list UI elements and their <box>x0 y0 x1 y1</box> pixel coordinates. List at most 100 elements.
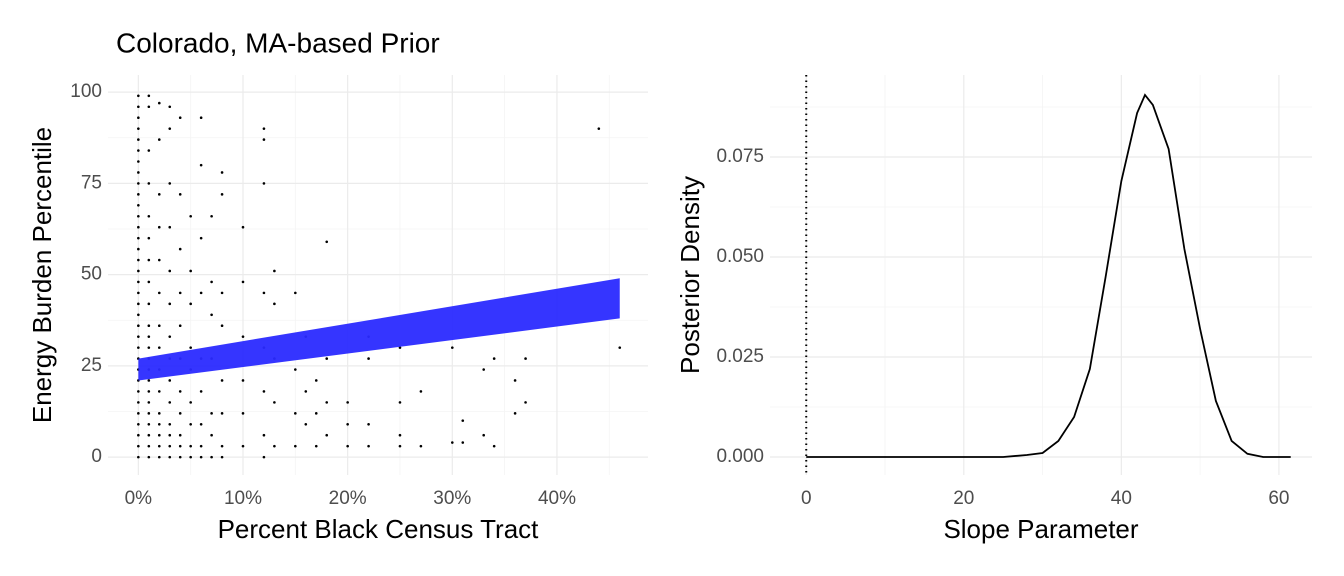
point <box>314 379 318 382</box>
point <box>137 302 140 306</box>
point <box>137 203 140 207</box>
point <box>168 444 172 448</box>
point <box>262 127 266 130</box>
point <box>262 291 266 295</box>
point <box>147 149 151 152</box>
point <box>419 390 423 393</box>
point <box>157 291 161 295</box>
point <box>137 444 140 448</box>
point <box>137 171 140 174</box>
point <box>220 193 224 196</box>
point <box>147 346 151 349</box>
point <box>482 433 485 437</box>
point <box>262 390 266 393</box>
point <box>147 379 151 382</box>
point <box>137 412 140 415</box>
point <box>168 379 172 382</box>
point <box>168 105 172 109</box>
point <box>210 280 213 284</box>
point <box>294 412 297 415</box>
point <box>178 193 182 196</box>
point <box>220 412 224 415</box>
point <box>178 455 182 459</box>
point <box>147 214 151 218</box>
point <box>314 444 318 448</box>
point <box>137 335 140 338</box>
x-tick-label: 10% <box>224 488 262 509</box>
point <box>157 422 161 426</box>
point <box>137 94 140 98</box>
point <box>137 116 140 120</box>
point <box>220 171 224 174</box>
point <box>492 357 496 360</box>
point <box>168 433 172 437</box>
point <box>524 401 527 404</box>
point <box>273 444 276 448</box>
point <box>147 280 151 284</box>
point <box>325 433 329 437</box>
point <box>304 422 308 426</box>
point <box>157 324 161 328</box>
point <box>168 127 172 130</box>
point <box>137 127 140 130</box>
point <box>294 368 297 371</box>
point <box>220 324 224 328</box>
point <box>482 368 485 371</box>
y-tick-label: 50 <box>81 264 102 285</box>
x-tick-label: 0% <box>125 488 153 509</box>
point <box>199 116 203 120</box>
point <box>262 433 266 437</box>
point <box>147 390 151 393</box>
y-tick-label: 100 <box>70 81 102 102</box>
point <box>199 455 203 459</box>
point <box>398 401 402 404</box>
point <box>398 346 402 349</box>
point <box>461 441 465 444</box>
point <box>189 422 192 426</box>
point <box>157 193 161 196</box>
point <box>168 455 172 459</box>
point <box>199 422 203 426</box>
point <box>220 379 224 382</box>
point <box>273 401 276 404</box>
point <box>137 247 140 251</box>
point <box>137 193 140 196</box>
point <box>451 346 454 349</box>
point <box>157 225 161 229</box>
y-axis-title: Energy Burden Percentile <box>27 127 57 423</box>
point <box>137 105 140 109</box>
point <box>262 182 266 185</box>
point <box>147 412 151 415</box>
x-tick-label: 60 <box>1268 488 1289 509</box>
point <box>157 258 161 262</box>
point <box>137 422 140 426</box>
y-tick-label: 0.075 <box>716 146 764 167</box>
point <box>137 346 140 349</box>
point <box>178 116 182 120</box>
point <box>157 346 161 349</box>
point <box>157 433 161 437</box>
point <box>199 444 203 448</box>
point <box>147 258 151 262</box>
point <box>147 401 151 404</box>
point <box>461 419 465 422</box>
y-tick-label: 0.025 <box>716 346 764 367</box>
point <box>178 412 182 415</box>
point <box>294 291 297 295</box>
y-tick-label: 0.050 <box>716 246 764 267</box>
point <box>304 390 308 393</box>
chart-title: Colorado, MA-based Prior <box>116 27 440 58</box>
point <box>147 444 151 448</box>
x-tick-label: 40% <box>538 488 576 509</box>
point <box>137 160 140 163</box>
point <box>451 441 454 444</box>
point <box>178 247 182 251</box>
point <box>168 182 172 185</box>
point <box>147 94 151 98</box>
point <box>524 357 527 360</box>
point <box>137 269 140 273</box>
point <box>137 324 140 328</box>
point <box>210 433 213 437</box>
point <box>398 444 402 448</box>
point <box>137 138 140 141</box>
